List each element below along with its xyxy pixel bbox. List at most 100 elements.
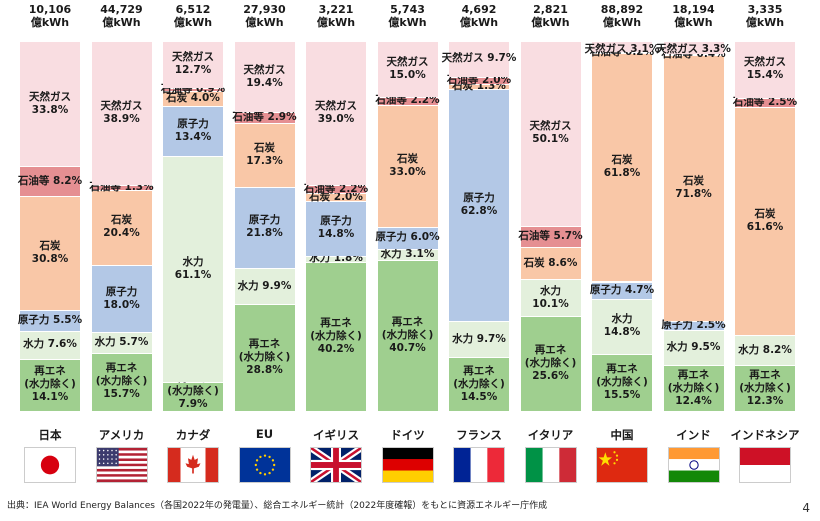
bar-segment-hydro <box>520 278 581 317</box>
bar-segment-oil <box>377 96 438 105</box>
bar-total-label: 4,692 億kWh <box>459 3 499 29</box>
flag-indonesia-icon <box>739 447 791 483</box>
flag-canada-icon <box>167 447 219 483</box>
segment-label: 原子力 62.8% <box>460 192 498 218</box>
bar-total-label: 5,743 億kWh <box>388 3 427 29</box>
segment-label: 石油等 5.7% <box>518 230 583 243</box>
segment-label: 天然ガス 50.1% <box>529 120 572 146</box>
bar-segment-gas <box>663 41 724 54</box>
segment-label: 水力 9.7% <box>452 332 506 345</box>
bar-segment-hydro <box>449 321 509 358</box>
segment-label: 水力 7.6% <box>23 338 77 351</box>
bar-segment-oil <box>663 53 724 56</box>
bar-segment-hydro <box>20 330 80 359</box>
bar-segment-coal <box>163 91 223 107</box>
flag-eu-icon <box>238 447 291 483</box>
bar-segment-nuclear <box>91 265 152 332</box>
bar-segment-coal <box>449 84 509 90</box>
segment-label: 再エネ (水力除く) 28.8% <box>238 338 291 377</box>
bar-total-label: 44,729 億kWh <box>100 3 143 29</box>
segment-label: 水力 8.2% <box>738 343 792 356</box>
segment-label: 原子力 4.7% <box>589 283 655 296</box>
bar-segment-gas <box>20 41 80 167</box>
country-label: ドイツ <box>390 428 425 442</box>
bar-segment-gas <box>592 40 652 53</box>
flag-japan-icon <box>24 447 76 483</box>
segment-label: 石炭 20.4% <box>103 214 140 240</box>
bar-segment-hydro <box>306 255 366 263</box>
bar-segment-gas <box>520 40 581 226</box>
bar-segment-coal <box>20 196 80 311</box>
segment-label: 天然ガス 39.0% <box>315 100 357 126</box>
segment-label: 天然ガス 9.7% <box>441 52 517 65</box>
segment-label: 天然ガス 12.7% <box>172 51 214 77</box>
flag-france-icon <box>453 447 505 483</box>
segment-label: 水力 9.5% <box>666 341 721 354</box>
bar-segment-coal <box>592 52 652 282</box>
bar-total-label: 3,221 億kWh <box>316 3 356 29</box>
bar-segment-nuclear <box>449 89 509 322</box>
segment-label: 水力 61.1% <box>174 255 212 281</box>
country-label: 日本 <box>38 428 62 442</box>
bar-segment-renew <box>163 381 223 411</box>
bar-segment-oil <box>735 97 795 108</box>
bar-segment-nuclear <box>663 320 724 330</box>
segment-label: 水力 3.1% <box>380 248 435 261</box>
segment-label: 石油等 2.2% <box>303 182 369 195</box>
bar-segment-coal <box>520 247 581 279</box>
bar-segment-renew <box>592 353 652 411</box>
page-number: 4 <box>802 501 810 515</box>
segment-label: 石炭 30.8% <box>31 240 69 266</box>
segment-label: 石炭 71.8% <box>675 174 712 200</box>
segment-label: 天然ガス 3.3% <box>656 43 731 55</box>
segment-label: 再エネ (水力除く) 14.1% <box>24 365 76 404</box>
bar-segment-gas <box>163 41 223 88</box>
bar-segment-oil <box>592 52 652 54</box>
segment-label: 再エネ (水力除く) 15.7% <box>95 362 148 401</box>
bar-segment-oil <box>20 166 80 197</box>
country-label: フランス <box>456 428 502 442</box>
segment-label: 再エネ (水力除く) 15.5% <box>596 362 648 401</box>
flag-india-icon <box>667 447 720 483</box>
segment-label: 石炭 2.0% <box>309 190 363 203</box>
bar-segment-oil <box>91 184 152 190</box>
bar-segment-renew <box>91 352 152 411</box>
bar-segment-gas <box>735 41 795 98</box>
bar-segment-hydro <box>592 298 652 354</box>
bar-segment-hydro <box>91 331 152 353</box>
segment-label: 石炭 33.0% <box>389 152 426 178</box>
segment-label: 石炭 4.0% <box>166 92 220 105</box>
segment-label: 天然ガス 19.4% <box>243 63 286 89</box>
segment-label: 石油等 8.2% <box>17 174 83 187</box>
bar-total-label: 18,194 億kWh <box>672 3 715 29</box>
bar-segment-nuclear <box>377 226 438 249</box>
source-note: 出典：IEA World Energy Balances（各国2022年の発電量… <box>7 501 548 511</box>
bar-segment-oil <box>234 112 295 124</box>
bar-total-label: 2,821 億kWh <box>531 3 570 29</box>
segment-label: 石油等 2.9% <box>232 111 297 124</box>
segment-label: 原子力 13.4% <box>174 117 212 143</box>
segment-label: 水力 9.9% <box>237 279 292 292</box>
segment-label: 原子力 14.8% <box>317 215 355 241</box>
country-label: アメリカ <box>98 428 145 442</box>
bar-segment-coal <box>306 193 366 201</box>
segment-label: 原子力 18.0% <box>103 285 140 311</box>
bar-segment-nuclear <box>234 187 295 268</box>
bar-segment-renew <box>520 316 581 411</box>
bar-total-label: 10,106 億kWh <box>28 3 72 29</box>
segment-label: 再エネ (水力除く) 25.6% <box>524 344 577 383</box>
bar-segment-renew <box>449 357 509 411</box>
country-label: イタリア <box>527 428 574 442</box>
segment-label: 石炭 61.8% <box>603 154 641 180</box>
bar-segment-nuclear <box>306 200 366 256</box>
bar-total-label: 27,930 億kWh <box>243 3 286 29</box>
bar-segment-coal <box>735 107 795 336</box>
bar-segment-hydro <box>377 248 438 261</box>
bar-segment-oil <box>449 76 509 85</box>
country-label: EU <box>255 427 274 441</box>
country-label: インド <box>676 428 711 442</box>
segment-label: 原子力 5.5% <box>17 314 83 327</box>
bar-segment-renew <box>735 365 795 411</box>
bar-segment-gas <box>234 40 295 113</box>
